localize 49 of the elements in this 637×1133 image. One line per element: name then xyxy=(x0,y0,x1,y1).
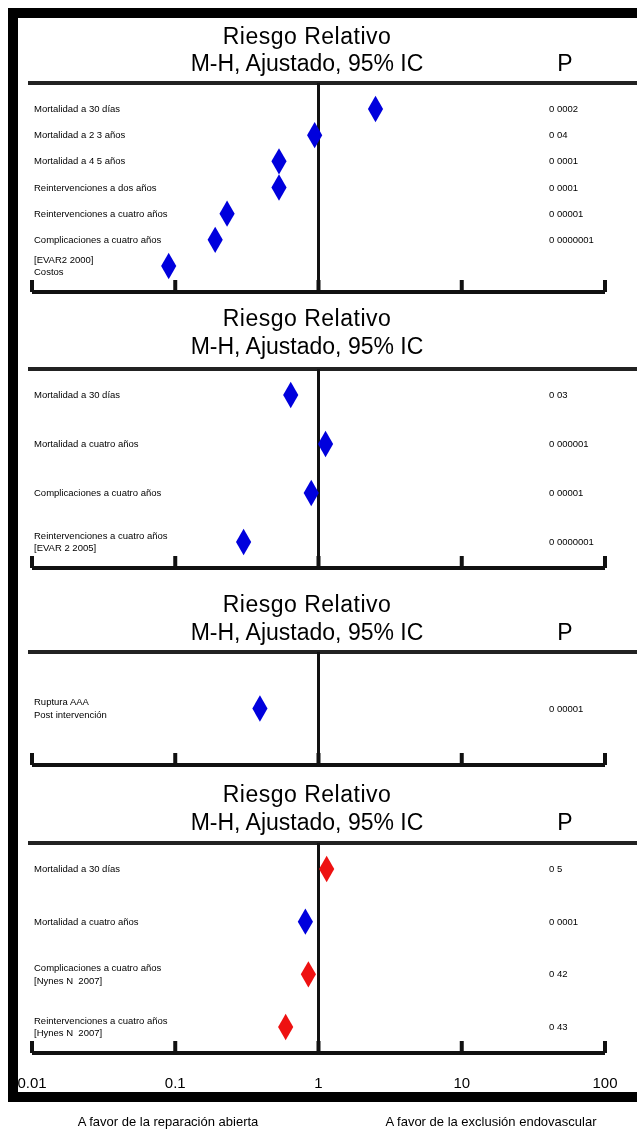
x-tick-label: 0.1 xyxy=(164,1074,186,1091)
y-tick-label: Mortalidad a 4 5 años xyxy=(34,154,126,166)
y-tick-label: Mortalidad a 2 3 años xyxy=(34,128,126,140)
chart-title: Riesgo Relativo xyxy=(222,305,392,331)
annotation: 0 000001 xyxy=(549,437,589,449)
x-tick-label: 10 xyxy=(453,1074,471,1091)
y-tick-label: Reintervenciones a cuatro años [EVAR 2 2005] xyxy=(34,529,168,553)
chart-subtitle: M-H, Ajustado, 95% IC xyxy=(190,50,424,76)
y-tick-label: Mortalidad a 30 días xyxy=(34,862,121,874)
y-tick-label: Complicaciones a cuatro años [Nynes N 2007] xyxy=(34,961,162,986)
y-tick-label: Reintervenciones a dos años xyxy=(34,181,157,193)
y-tick-label: Mortalidad a 30 días xyxy=(34,388,121,400)
chart-subtitle: M-H, Ajustado, 95% IC xyxy=(190,333,424,359)
y-tick-label: Mortalidad a cuatro años xyxy=(34,915,139,927)
chart-title: Riesgo Relativo xyxy=(222,591,392,617)
y-tick-label: Mortalidad a 30 días xyxy=(34,102,121,114)
annotation: 0 0002 xyxy=(549,102,579,114)
chart-subtitle: M-H, Ajustado, 95% IC xyxy=(190,809,424,835)
annotation: 0 00001 xyxy=(549,207,584,219)
x-tick-label: 1 xyxy=(314,1074,323,1091)
text: A favor de la reparación abierta xyxy=(77,1114,260,1129)
annotation: 0 0001 xyxy=(549,181,579,193)
chart-subtitle: M-H, Ajustado, 95% IC xyxy=(190,619,424,645)
annotation: 0 00001 xyxy=(549,486,584,498)
annotation: 0 43 xyxy=(549,1020,568,1032)
annotation: 0 00001 xyxy=(549,702,584,714)
annotation: 0 04 xyxy=(549,128,568,140)
annotation: 0 0000001 xyxy=(549,535,594,547)
x-tick-label: 0.01 xyxy=(17,1074,47,1091)
y2-axis-title: P xyxy=(557,809,573,835)
y-tick-label: Complicaciones a cuatro años xyxy=(34,233,162,245)
annotation: 0 03 xyxy=(549,388,568,400)
y-tick-label: Reintervenciones a cuatro años [Hynes N 2007] xyxy=(34,1014,168,1038)
y2-axis-title: P xyxy=(557,50,573,76)
y-tick-label: Complicaciones a cuatro años xyxy=(34,486,162,498)
y2-axis-title: P xyxy=(557,619,573,645)
annotation: 0 0000001 xyxy=(549,233,594,245)
annotation: 0 0001 xyxy=(549,915,579,927)
y-tick-label: Mortalidad a cuatro años xyxy=(34,437,139,449)
text: A favor de la exclusión endovascular xyxy=(385,1114,598,1129)
y-tick-label: Ruptura AAA Post intervención xyxy=(34,695,107,720)
annotation: 0 0001 xyxy=(549,154,579,166)
chart-title: Riesgo Relativo xyxy=(222,781,392,807)
y-tick-label: Reintervenciones a cuatro años xyxy=(34,207,168,219)
annotation: 0 5 xyxy=(549,862,563,874)
x-tick-label: 100 xyxy=(592,1074,618,1091)
annotation: 0 42 xyxy=(549,967,568,979)
chart-title: Riesgo Relativo xyxy=(222,23,392,49)
y-tick-label: [EVAR2 2000] Costos xyxy=(34,253,94,277)
